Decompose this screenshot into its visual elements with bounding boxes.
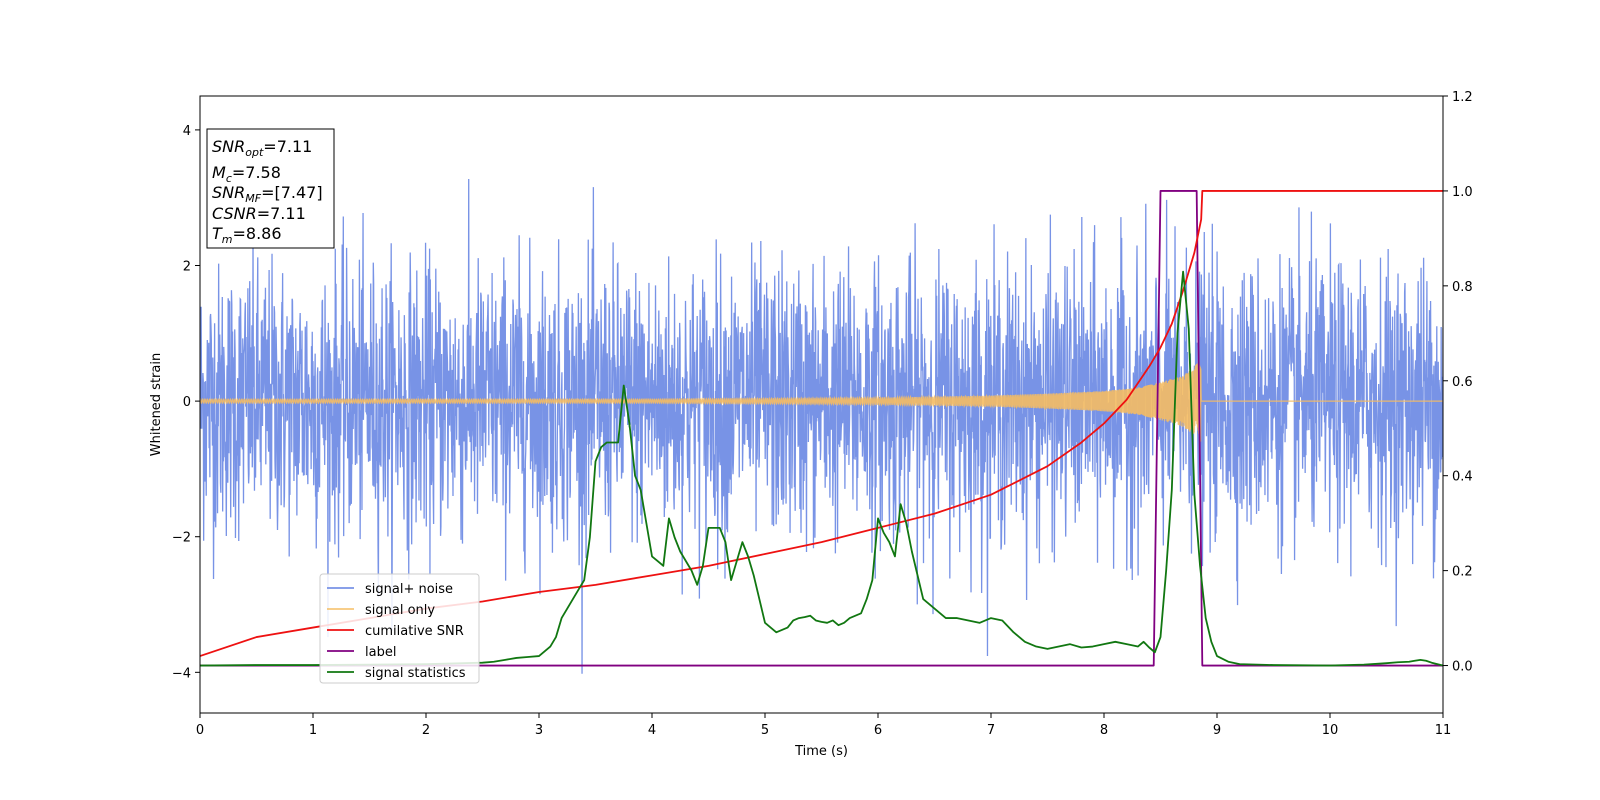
y2-tick-label: 0.4 xyxy=(1452,470,1473,485)
x-tick-label: 1 xyxy=(309,723,317,738)
annotation-line-1: SNRopt=7.11 xyxy=(212,137,312,159)
y2-tick-label: 0.6 xyxy=(1452,375,1473,390)
ticks-layer: 0 1 2 3 4 5 6 7 8 9 10 11 4 2 0 −2 −4 1.2 1.0 0.8 0.6 0.4 0.2 0… xyxy=(172,90,1473,738)
x-tick-label: 8 xyxy=(1100,723,1108,738)
annotation-line-5: Tm=8.86 xyxy=(212,224,282,246)
series-label-line xyxy=(200,190,1443,667)
y-tick-label: −4 xyxy=(172,666,191,681)
y-tick-label: 4 xyxy=(183,124,191,139)
x-tick-label: 0 xyxy=(196,723,204,738)
x-axis-label: Time (s) xyxy=(794,744,848,759)
x-tick-label: 3 xyxy=(535,723,543,738)
legend-label: signal only xyxy=(365,603,435,618)
plot-frame xyxy=(199,95,1444,714)
legend-label: signal+ noise xyxy=(365,582,453,597)
y2-tick-label: 1.0 xyxy=(1452,185,1473,200)
legend: signal+ noise signal only cumilative SNR la… xyxy=(319,573,480,684)
series-signal-only-line xyxy=(200,363,1443,442)
legend-label: label xyxy=(365,645,396,660)
y2-tick-label: 0.8 xyxy=(1452,280,1473,295)
y-tick-label: 2 xyxy=(183,260,191,275)
annotation-line-4: CSNR=7.11 xyxy=(212,204,306,223)
x-tick-label: 2 xyxy=(422,723,430,738)
y-axis-label: Whitened strain xyxy=(149,353,164,456)
annotation-line-2: Mc=7.58 xyxy=(212,163,281,185)
legend-label: cumilative SNR xyxy=(365,624,464,639)
x-tick-label: 6 xyxy=(874,723,882,738)
x-tick-label: 7 xyxy=(987,723,995,738)
series-signal-statistics-line xyxy=(200,270,1443,667)
x-tick-label: 9 xyxy=(1213,723,1221,738)
x-tick-label: 4 xyxy=(648,723,656,738)
y2-tick-label: 0.2 xyxy=(1452,565,1473,580)
x-tick-label: 11 xyxy=(1435,723,1452,738)
y2-tick-label: 1.2 xyxy=(1452,90,1473,105)
x-tick-label: 5 xyxy=(761,723,769,738)
y-tick-label: 0 xyxy=(183,395,191,410)
x-tick-label: 10 xyxy=(1322,723,1339,738)
legend-label: signal statistics xyxy=(365,666,466,681)
y2-tick-label: 0.0 xyxy=(1452,660,1473,675)
y-tick-label: −2 xyxy=(172,531,191,546)
annotation-box: SNRopt=7.11 Mc=7.58 SNRMF=[7.47] CSNR=7.… xyxy=(206,128,335,249)
annotation-line-3: SNRMF=[7.47] xyxy=(212,183,323,205)
series-signal-noise-line xyxy=(200,179,1443,674)
